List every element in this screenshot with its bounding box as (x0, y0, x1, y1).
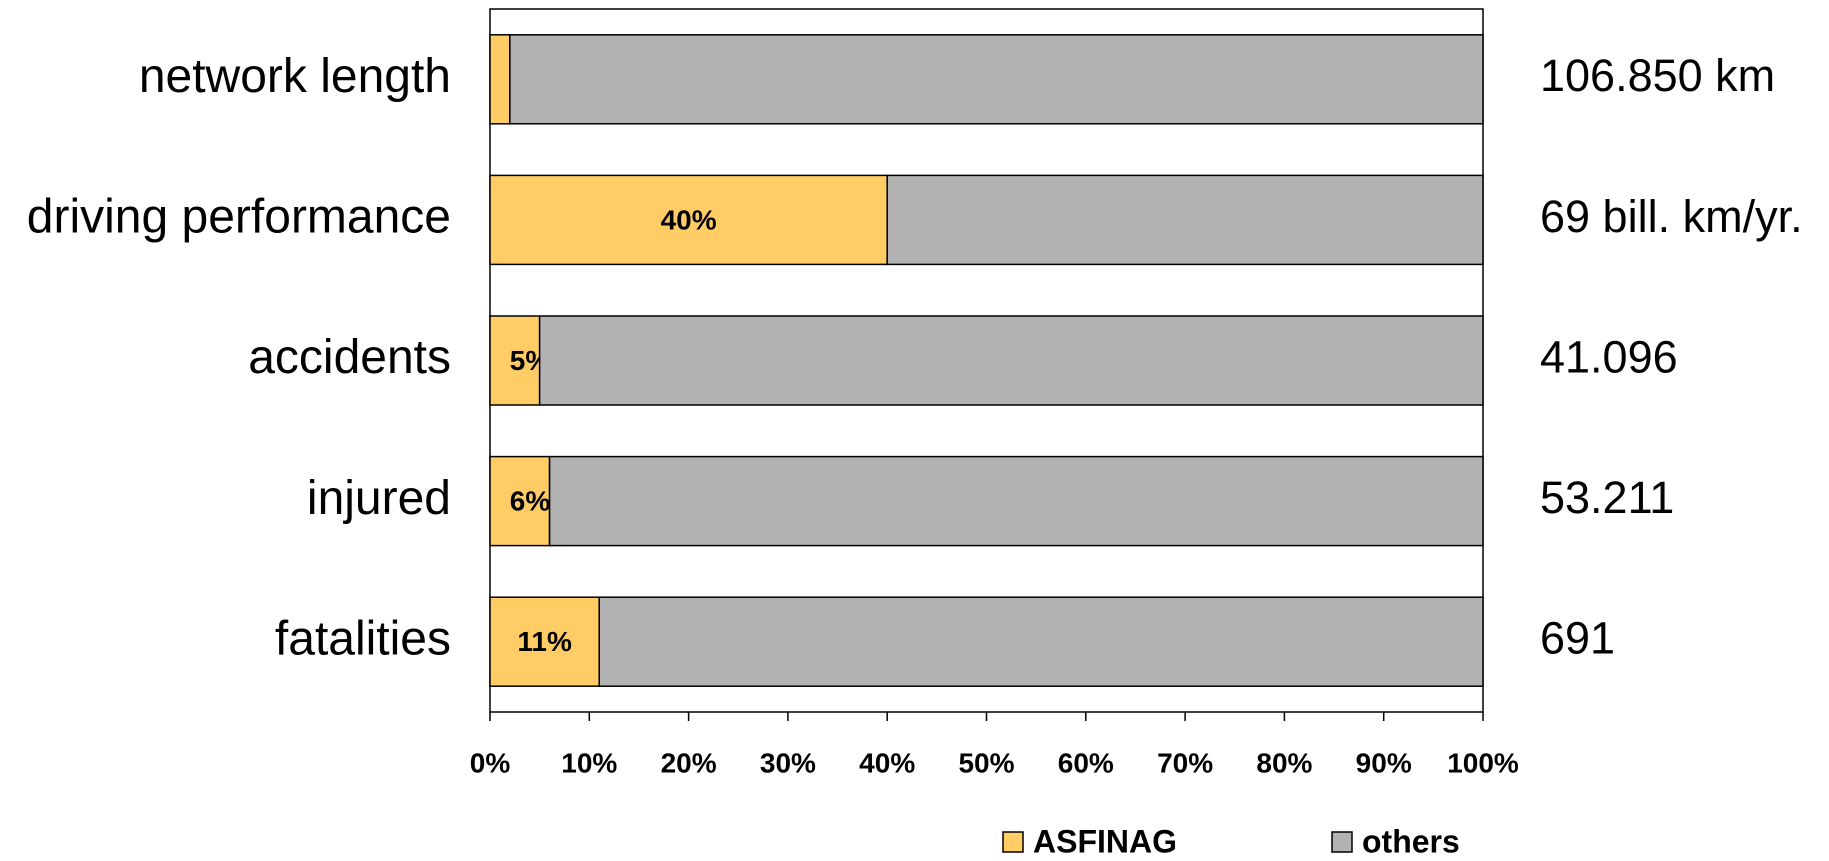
bar-segment (489, 596, 600, 687)
legend-label: ASFINAG (1033, 823, 1177, 859)
total-label: 69 bill. km/yr. (1540, 191, 1803, 242)
bar-segment (548, 455, 1484, 547)
total-label: 106.850 km (1540, 50, 1775, 101)
x-tick-label: 10% (561, 747, 617, 778)
bar-segment (509, 34, 1484, 125)
category-label: accidents (248, 331, 451, 384)
legend-swatch (1002, 831, 1024, 853)
bar-segment (489, 315, 541, 406)
bar-segment (886, 174, 1484, 266)
category-label: network length (139, 50, 451, 103)
x-tick-label: 30% (760, 747, 816, 778)
category-label: fatalities (275, 612, 451, 665)
x-tick-label: 100% (1447, 747, 1519, 778)
x-tick-label: 80% (1256, 747, 1312, 778)
x-tick-label: 20% (661, 747, 717, 778)
x-tick-label: 90% (1356, 747, 1412, 778)
value-label: 11% (517, 626, 572, 657)
bar-segment (489, 34, 511, 125)
bar-segment (489, 174, 888, 266)
total-label: 53.211 (1540, 472, 1674, 523)
bar-segment (598, 596, 1484, 687)
total-label: 691 (1540, 613, 1615, 664)
category-label: injured (307, 472, 451, 525)
x-tick-label: 0% (470, 747, 511, 778)
category-label: driving performance (27, 191, 451, 244)
legend-swatch (1331, 831, 1353, 853)
value-label: 6% (510, 485, 551, 516)
x-tick-label: 50% (958, 747, 1014, 778)
value-label: 40% (661, 204, 717, 235)
total-label: 41.096 (1540, 331, 1678, 382)
legend-label: others (1362, 823, 1460, 859)
x-tick-label: 40% (859, 747, 915, 778)
x-tick-label: 70% (1157, 747, 1213, 778)
bar-segment (538, 315, 1484, 406)
bar-segment (489, 455, 551, 547)
x-tick-label: 60% (1058, 747, 1114, 778)
